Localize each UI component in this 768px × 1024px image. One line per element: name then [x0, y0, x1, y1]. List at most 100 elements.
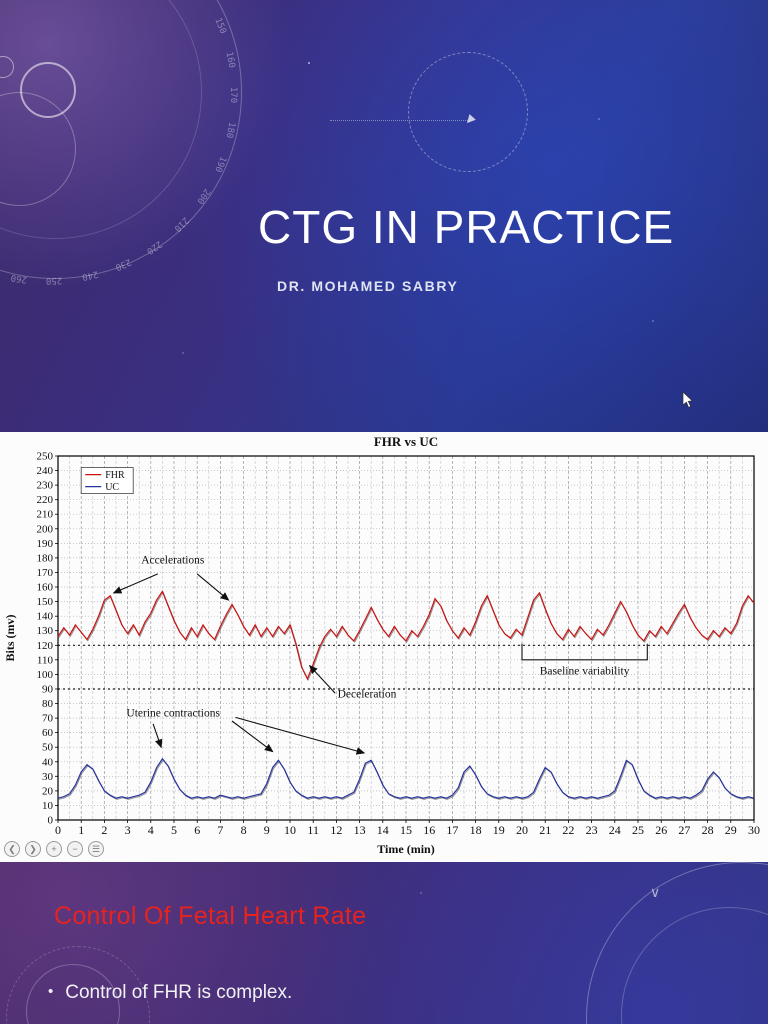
svg-text:3: 3: [125, 823, 131, 837]
svg-text:2: 2: [101, 823, 107, 837]
sparkle-dot: [182, 352, 184, 354]
svg-text:220: 220: [37, 494, 54, 506]
svg-text:40: 40: [42, 756, 54, 768]
slide-title: CTG IN PRACTICE: [258, 201, 675, 253]
svg-text:22: 22: [562, 823, 574, 837]
dial-number: 240: [80, 268, 99, 282]
svg-text:Uterine contractions: Uterine contractions: [126, 708, 220, 720]
content-heading: Control Of Fetal Heart Rate: [54, 902, 367, 930]
svg-text:100: 100: [37, 669, 54, 681]
bullet-text: Control of FHR is complex.: [65, 982, 293, 1003]
fhr-uc-chart: 0102030405060708090100110120130140150160…: [3, 434, 760, 856]
svg-text:70: 70: [42, 713, 54, 725]
dial-number: 190: [211, 154, 228, 174]
decorative-circle-tiny: [0, 56, 14, 78]
svg-text:29: 29: [725, 823, 737, 837]
svg-text:9: 9: [264, 823, 270, 837]
dial-number: 220: [144, 237, 164, 256]
svg-text:30: 30: [748, 823, 760, 837]
svg-text:80: 80: [42, 698, 54, 710]
svg-text:28: 28: [702, 823, 714, 837]
chart-slide: 0 10 20 30 40 50 60 70 80 90 100 110 120 130 140 150 160…: [0, 432, 768, 862]
svg-text:25: 25: [632, 823, 644, 837]
menu-icon[interactable]: ☰: [88, 841, 104, 857]
svg-text:150: 150: [37, 596, 54, 608]
svg-text:23: 23: [586, 823, 598, 837]
svg-text:120: 120: [37, 640, 54, 652]
dial-number: 160: [223, 50, 237, 69]
decorative-circle-inner: [0, 0, 202, 239]
title-slide: ▶ 150 160 170 180 190 200 210 220 230 240 250 260 C…: [0, 0, 768, 432]
svg-text:20: 20: [516, 823, 528, 837]
svg-text:10: 10: [284, 823, 296, 837]
svg-text:0: 0: [48, 815, 54, 827]
dial-number: 180: [223, 121, 237, 140]
svg-text:180: 180: [37, 552, 54, 564]
next-page-icon[interactable]: ❯: [25, 841, 41, 857]
content-slide-fragment: ∨ Control Of Fetal Heart Rate • Control o…: [0, 862, 768, 1024]
bullet-item: • Control of FHR is complex.: [48, 982, 292, 1004]
dial-number: 200: [194, 186, 212, 206]
svg-text:250: 250: [37, 451, 54, 463]
decorative-circle-large: [586, 862, 768, 1024]
svg-text:7: 7: [217, 823, 223, 837]
sparkle-dot: [652, 320, 654, 322]
svg-text:17: 17: [446, 823, 458, 837]
svg-text:230: 230: [37, 480, 54, 492]
svg-text:130: 130: [37, 625, 54, 637]
svg-text:FHR: FHR: [105, 470, 125, 481]
zoom-in-icon[interactable]: +: [46, 841, 62, 857]
decorative-circle-inner: [621, 907, 768, 1024]
svg-text:FHR vs UC: FHR vs UC: [374, 434, 438, 449]
svg-text:24: 24: [609, 823, 621, 837]
svg-text:21: 21: [539, 823, 551, 837]
dial-number: 210: [171, 214, 191, 233]
svg-text:200: 200: [37, 523, 54, 535]
svg-text:240: 240: [37, 465, 54, 477]
decorative-circle-medium: [0, 92, 76, 206]
svg-text:210: 210: [37, 509, 54, 521]
svg-text:50: 50: [42, 742, 54, 754]
dial-number: 150: [211, 16, 228, 36]
svg-text:Baseline variability: Baseline variability: [540, 665, 630, 677]
dial-number: 230: [113, 256, 133, 272]
svg-text:UC: UC: [105, 482, 119, 493]
svg-text:13: 13: [354, 823, 366, 837]
svg-text:Bits (mv): Bits (mv): [3, 615, 17, 662]
svg-text:190: 190: [37, 538, 54, 550]
decorative-circle-dashed: [408, 52, 528, 172]
svg-text:6: 6: [194, 823, 200, 837]
svg-text:18: 18: [470, 823, 482, 837]
svg-text:16: 16: [423, 823, 435, 837]
svg-text:20: 20: [42, 785, 54, 797]
svg-text:4: 4: [148, 823, 154, 837]
svg-text:170: 170: [37, 567, 54, 579]
svg-text:1: 1: [78, 823, 84, 837]
decorative-circle-large: [0, 0, 242, 279]
svg-text:12: 12: [330, 823, 342, 837]
slide-subtitle: DR. MOHAMED SABRY: [277, 278, 459, 294]
svg-text:8: 8: [241, 823, 247, 837]
bullet-marker: •: [48, 983, 54, 1000]
svg-text:11: 11: [307, 823, 319, 837]
svg-text:26: 26: [655, 823, 667, 837]
viewer-toolbar: ❮ ❯ + − ☰: [4, 841, 104, 857]
svg-text:30: 30: [42, 771, 54, 783]
svg-text:19: 19: [493, 823, 505, 837]
dial-number: 250: [46, 274, 63, 286]
mouse-cursor: [682, 392, 694, 408]
svg-text:15: 15: [400, 823, 412, 837]
sparkle-dot: [308, 62, 310, 64]
svg-text:140: 140: [37, 611, 54, 623]
svg-text:27: 27: [678, 823, 690, 837]
sparkle-dot: [598, 118, 600, 120]
svg-text:60: 60: [42, 727, 54, 739]
dial-number: 260: [10, 271, 28, 284]
dial-number: 170: [228, 86, 238, 104]
svg-text:Time (min): Time (min): [377, 842, 434, 856]
svg-text:110: 110: [37, 654, 54, 666]
zoom-out-icon[interactable]: −: [67, 841, 83, 857]
prev-page-icon[interactable]: ❮: [4, 841, 20, 857]
sparkle-dot: [420, 892, 422, 894]
